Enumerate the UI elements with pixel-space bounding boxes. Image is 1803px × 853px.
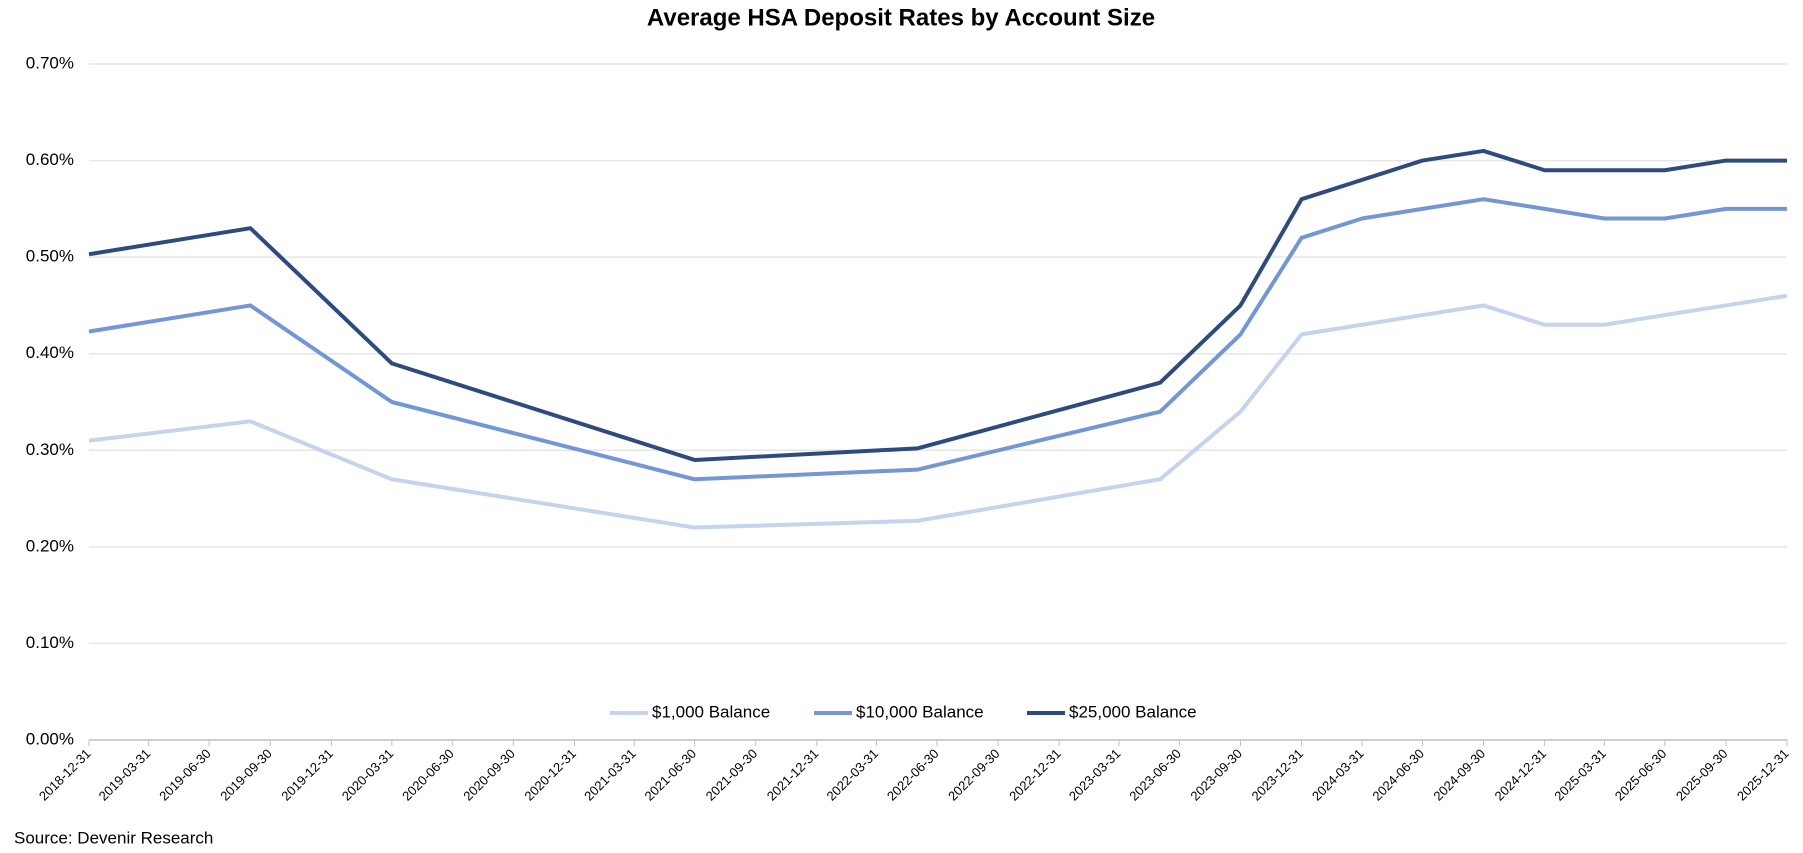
y-tick-label: 0.40% <box>26 343 74 362</box>
series-line <box>88 197 1787 482</box>
y-tick-label: 0.60% <box>26 150 74 169</box>
x-tick-label: 2021-03-31 <box>581 746 639 804</box>
x-tick-label: 2020-12-31 <box>521 746 579 804</box>
y-tick-label: 0.50% <box>26 247 74 266</box>
legend-label: $10,000 Balance <box>856 702 984 721</box>
x-tick-label: 2019-09-30 <box>217 746 275 804</box>
x-tick-label: 2022-06-30 <box>884 746 942 804</box>
x-tick-label: 2022-09-30 <box>945 746 1003 804</box>
x-tick-label: 2024-06-30 <box>1369 746 1427 804</box>
y-tick-label: 0.20% <box>26 536 74 555</box>
y-tick-label: 0.10% <box>26 633 74 652</box>
x-tick-label: 2019-12-31 <box>278 746 336 804</box>
x-tick-label: 2023-12-31 <box>1248 746 1306 804</box>
x-tick-label: 2018-12-31 <box>36 746 94 804</box>
x-tick-label: 2019-03-31 <box>96 746 154 804</box>
legend-label: $1,000 Balance <box>652 702 770 721</box>
x-tick-label: 2025-03-31 <box>1551 746 1609 804</box>
x-tick-label: 2021-09-30 <box>703 746 761 804</box>
source-note: Source: Devenir Research <box>14 828 213 847</box>
x-tick-label: 2021-06-30 <box>642 746 700 804</box>
y-tick-label: 0.30% <box>26 440 74 459</box>
legend-label: $25,000 Balance <box>1069 702 1197 721</box>
series-line <box>88 293 1788 530</box>
series-line <box>88 148 1787 462</box>
x-tick-label: 2020-03-31 <box>339 746 397 804</box>
x-tick-label: 2024-12-31 <box>1492 746 1550 804</box>
x-tick-label: 2023-06-30 <box>1126 746 1184 804</box>
x-tick-label: 2025-09-30 <box>1673 746 1731 804</box>
x-tick-label: 2022-03-31 <box>823 746 881 804</box>
x-tick-label: 2021-12-31 <box>764 746 822 804</box>
x-tick-label: 2023-03-31 <box>1066 746 1124 804</box>
x-tick-label: 2020-09-30 <box>460 746 518 804</box>
x-tick-label: 2024-09-30 <box>1430 746 1488 804</box>
x-tick-label: 2020-06-30 <box>399 746 457 804</box>
chart-title: Average HSA Deposit Rates by Account Siz… <box>647 4 1155 31</box>
x-tick-label: 2024-03-31 <box>1309 746 1367 804</box>
x-tick-label: 2025-06-30 <box>1612 746 1670 804</box>
y-tick-label: 0.00% <box>26 729 74 748</box>
x-tick-label: 2025-12-31 <box>1734 746 1792 804</box>
x-tick-label: 2022-12-31 <box>1006 746 1064 804</box>
y-tick-label: 0.70% <box>26 53 74 72</box>
x-tick-label: 2019-06-30 <box>156 746 214 804</box>
x-tick-label: 2023-09-30 <box>1187 746 1245 804</box>
